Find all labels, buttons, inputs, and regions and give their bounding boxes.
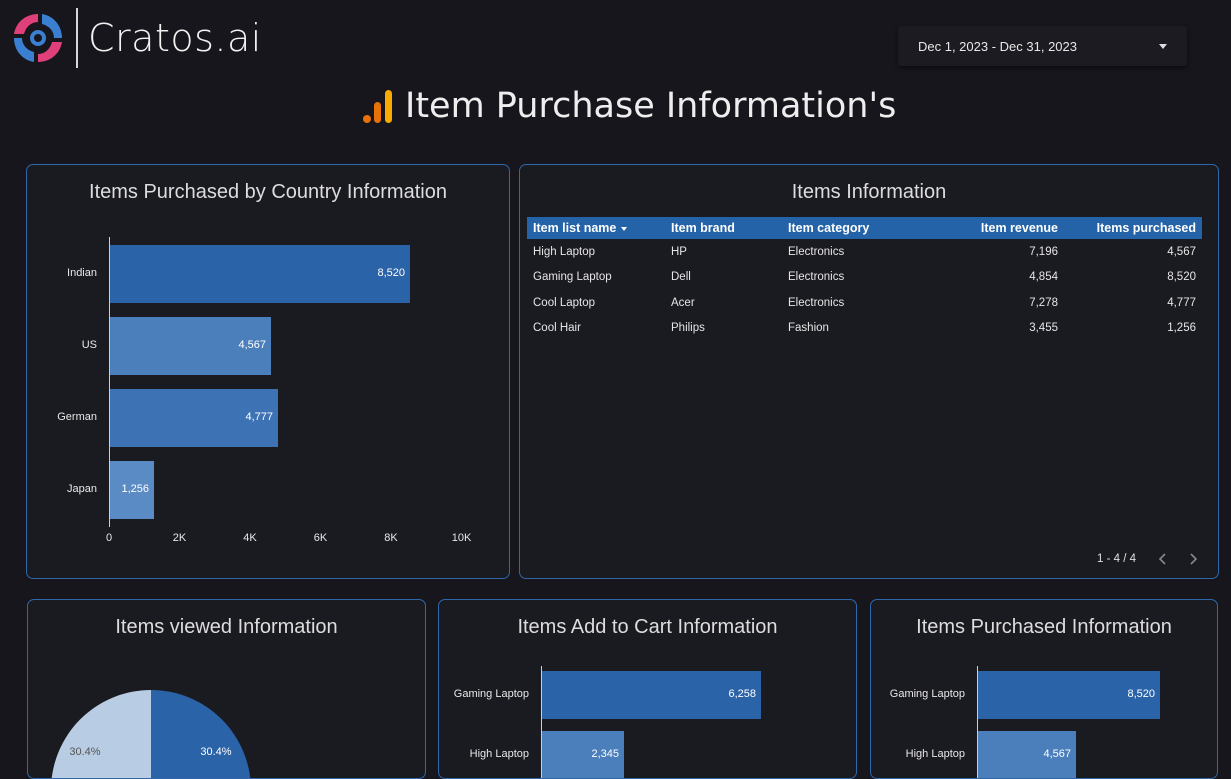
country-chart-card: Items Purchased by Country Information I… <box>26 164 510 579</box>
bar-value-label: 4,777 <box>245 411 273 423</box>
y-axis-line <box>541 666 542 778</box>
category-label: German <box>57 411 97 423</box>
pie-slice[interactable] <box>151 690 251 779</box>
pagination-range: 1 - 4 / 4 <box>1097 553 1136 565</box>
table-cell: 7,278 <box>1029 296 1058 309</box>
table-header-row: Item list name Item brand Item category … <box>527 217 1202 239</box>
column-header-item-revenue[interactable]: Item revenue <box>934 217 1064 239</box>
pie-slice[interactable] <box>51 690 151 779</box>
x-tick-label: 6K <box>313 532 328 544</box>
pie-slice-label: 30.4% <box>69 746 100 758</box>
x-tick-label: 10K <box>451 532 472 544</box>
column-header-label: Item list name <box>533 221 617 235</box>
cratos-logo-icon <box>14 14 62 62</box>
country-chart-title: Items Purchased by Country Information <box>89 181 447 203</box>
bar[interactable] <box>110 245 410 303</box>
bar-value-label: 4,567 <box>238 339 266 351</box>
table-cell: Cool Laptop <box>533 296 596 309</box>
cart-chart-card: Items Add to Cart Information Gaming Lap… <box>438 599 857 779</box>
table-cell: Gaming Laptop <box>533 271 612 284</box>
bar-value-label: 8,520 <box>1127 688 1155 700</box>
bar[interactable] <box>110 389 278 447</box>
logo-divider <box>76 8 78 68</box>
next-page-button[interactable] <box>1188 553 1200 565</box>
bar-value-label: 4,567 <box>1043 748 1071 760</box>
bar[interactable] <box>110 461 154 519</box>
table-cell: 4,854 <box>1029 271 1058 284</box>
table-cell: Acer <box>671 296 695 309</box>
category-label: Gaming Laptop <box>889 688 965 700</box>
table-cell: Fashion <box>788 322 829 335</box>
purchased-chart-title: Items Purchased Information <box>916 616 1172 638</box>
chevron-left-icon <box>1158 553 1166 565</box>
bar-value-label: 8,520 <box>377 267 405 279</box>
y-axis-line <box>109 237 110 527</box>
table-cell: 7,196 <box>1029 245 1058 258</box>
items-table-card: Items Information Item list name Item br… <box>519 164 1219 579</box>
table-row[interactable]: Cool Hair Philips Fashion 3,455 1,256 <box>527 316 1202 342</box>
table-cell: Philips <box>671 322 705 335</box>
category-label: High Laptop <box>469 748 529 760</box>
viewed-pie-chart: 30.4% 30.4% <box>51 690 251 779</box>
table-row[interactable]: Cool Laptop Acer Electronics 7,278 4,777 <box>527 290 1202 316</box>
bar[interactable] <box>542 671 761 719</box>
table-cell: High Laptop <box>533 245 596 258</box>
items-table-title: Items Information <box>791 181 947 203</box>
sort-desc-icon <box>621 226 628 231</box>
page-title: Item Purchase Information's <box>362 86 896 126</box>
table-cell: 8,520 <box>1167 271 1196 284</box>
x-tick-label: 2K <box>172 532 187 544</box>
purchased-chart-card: Items Purchased Information Gaming Lapto… <box>870 599 1218 779</box>
table-cell: 3,455 <box>1029 322 1058 335</box>
column-header-item-category[interactable]: Item category <box>782 217 934 239</box>
column-header-item-brand[interactable]: Item brand <box>665 217 782 239</box>
table-cell: Dell <box>671 271 691 284</box>
column-header-items-purchased[interactable]: Items purchased <box>1064 217 1202 239</box>
table-cell: 1,256 <box>1167 322 1196 335</box>
x-tick-label: 0 <box>105 532 113 544</box>
date-range-value: Dec 1, 2023 - Dec 31, 2023 <box>918 38 1077 54</box>
category-label: Indian <box>67 267 97 279</box>
table-row[interactable]: Gaming Laptop Dell Electronics 4,854 8,520 <box>527 265 1202 291</box>
table-cell: 4,567 <box>1167 245 1196 258</box>
x-tick-label: 4K <box>243 532 257 544</box>
logo: Cratos.ai <box>10 8 262 68</box>
logo-text: Cratos.ai <box>88 16 262 60</box>
page-title-text: Item Purchase Information's <box>405 86 897 126</box>
table-cell: Cool Hair <box>533 322 581 335</box>
pagination: 1 - 4 / 4 <box>1097 553 1200 565</box>
bar-value-label: 6,258 <box>728 688 756 700</box>
y-axis-line <box>977 666 978 778</box>
table-cell: 4,777 <box>1167 296 1196 309</box>
chevron-down-icon <box>1159 43 1167 49</box>
category-label: Japan <box>67 483 97 495</box>
table-cell: Electronics <box>788 271 845 284</box>
date-range-selector[interactable]: Dec 1, 2023 - Dec 31, 2023 <box>898 26 1187 66</box>
items-table: Item list name Item brand Item category … <box>527 217 1202 341</box>
table-cell: Electronics <box>788 245 845 258</box>
x-tick-label: 8K <box>384 532 398 544</box>
table-cell: HP <box>671 245 687 258</box>
previous-page-button[interactable] <box>1156 553 1168 565</box>
pie-slice-label: 30.4% <box>200 746 231 758</box>
bar[interactable] <box>110 317 271 375</box>
bar[interactable] <box>978 671 1160 719</box>
table-row[interactable]: High Laptop HP Electronics 7,196 4,567 <box>527 239 1202 265</box>
bar-value-label: 2,345 <box>591 748 619 760</box>
analytics-icon <box>363 90 392 123</box>
table-cell: Electronics <box>788 296 845 309</box>
chevron-right-icon <box>1190 553 1198 565</box>
viewed-chart-card: Items viewed Information 30.4% 30.4% <box>27 599 426 779</box>
category-label: High Laptop <box>905 748 965 760</box>
category-label: US <box>81 339 97 351</box>
category-label: Gaming Laptop <box>453 688 529 700</box>
viewed-chart-title: Items viewed Information <box>115 616 338 638</box>
bar-value-label: 1,256 <box>121 483 149 495</box>
column-header-item-list-name[interactable]: Item list name <box>527 217 665 239</box>
cart-chart-title: Items Add to Cart Information <box>517 616 778 638</box>
